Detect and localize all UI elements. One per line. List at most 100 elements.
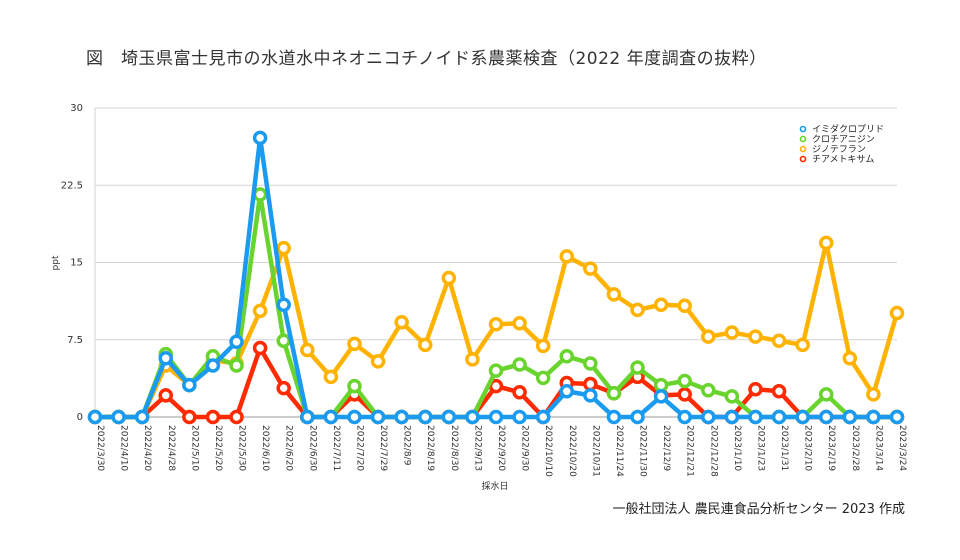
data-point [441,409,457,425]
legend-marker [799,125,807,133]
data-point [488,409,504,425]
data-point [677,409,692,425]
credit-text: 一般社団法人 農民連食品分析センター 2023 作成 [612,502,905,517]
chart-title: 図 埼玉県富士見市の水道水中ネオニコチノイド系農薬検査（2022 年度調査の抜粋… [86,49,767,69]
data-point [276,333,291,349]
data-point [300,409,315,425]
x-tick-label: 2023/1/23 [755,425,765,471]
data-point [771,384,787,399]
x-tick-label: 2022/9/30 [520,425,530,471]
data-point [606,386,622,401]
x-axis-label: 採水日 [481,480,508,492]
data-point [370,354,386,369]
data-point [347,409,362,425]
data-point [158,351,174,366]
y-tick-label: 15 [70,258,83,269]
data-point [182,409,197,425]
x-tick-label: 2022/5/30 [237,425,247,471]
data-point [488,317,504,332]
y-axis-ticks: 0 7.5 15 22.5 30 [61,103,83,423]
data-point [606,287,622,302]
y-tick-label: 30 [70,103,83,114]
y-tick-label: 22.5 [61,180,83,191]
x-tick-label: 2022/7/11 [331,425,341,471]
legend-marker [799,135,807,143]
x-tick-label: 2023/1/31 [779,425,789,471]
x-tick-label: 2022/9/20 [496,425,506,471]
data-point [677,373,692,389]
data-point [818,387,834,402]
data-point [535,409,551,425]
data-point [394,409,409,425]
x-tick-label: 2023/2/19 [826,425,836,471]
data-point [583,376,598,392]
x-tick-label: 2022/6/30 [307,425,317,471]
x-tick-label: 2022/5/20 [213,425,223,471]
x-tick-label: 2022/3/30 [95,425,105,471]
data-point [653,377,669,393]
x-tick-label: 2022/10/20 [567,425,577,477]
x-tick-label: 2022/8/30 [449,425,459,471]
series-イミダクロプリド [87,130,905,425]
data-point [347,378,362,394]
legend-marker [799,155,807,163]
x-tick-label: 2023/3/24 [897,425,907,471]
data-point [583,388,598,403]
data-point [134,409,150,425]
data-point [229,358,244,373]
data-point [771,333,787,349]
data-point [653,389,669,404]
data-point [158,388,174,403]
data-point [583,356,598,371]
data-point [677,298,692,314]
data-point [842,351,858,366]
data-point [512,409,527,425]
x-tick-label: 2022/7/29 [378,425,388,471]
data-point [559,348,575,364]
data-point [276,240,291,256]
x-tick-label: 2022/6/10 [260,425,270,471]
data-point [276,297,291,312]
data-point [512,385,527,400]
data-point [512,316,527,331]
y-axis-label: ppt [51,255,61,270]
x-tick-label: 2022/8/19 [425,425,435,471]
x-tick-label: 2022/4/10 [119,425,129,471]
data-point [323,409,339,425]
x-tick-label: 2022/4/20 [142,425,152,471]
data-point [252,340,268,356]
y-tick-label: 7.5 [67,335,83,346]
x-tick-label: 2022/11/30 [638,425,648,477]
data-point [606,409,622,425]
data-point [111,409,126,425]
data-point [512,357,527,372]
data-point [465,409,480,425]
data-point [701,382,716,398]
legend-label: イミダクロプリド [812,123,884,135]
data-point [535,338,551,354]
x-tick-label: 2022/8/9 [402,425,412,466]
data-point [724,325,740,340]
data-point [229,334,244,350]
data-point [488,363,504,378]
data-point [818,409,834,425]
data-point [701,329,716,344]
x-tick-label: 2023/3/14 [873,425,883,471]
data-point [205,409,221,425]
data-point [889,409,905,425]
legend-label: ジノテフラン [812,144,866,155]
data-point [347,336,362,352]
data-point [87,409,103,425]
x-tick-label: 2022/11/24 [614,425,624,477]
data-point [866,409,881,425]
data-point [630,409,645,425]
data-point [795,337,810,353]
data-point [182,377,197,393]
data-point [889,305,905,321]
data-point [653,297,669,312]
data-point [583,261,598,276]
data-point [630,360,645,375]
data-point [842,409,858,425]
data-point [559,384,575,399]
